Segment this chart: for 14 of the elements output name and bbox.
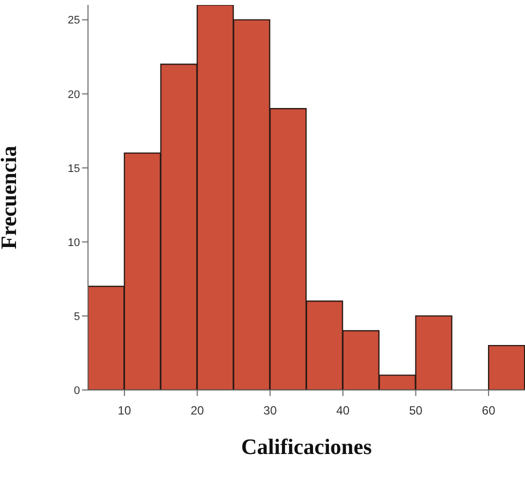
y-tick-label: 25 (68, 14, 80, 27)
y-axis-title: Frecuencia (0, 146, 21, 250)
x-tick-label: 50 (409, 404, 423, 418)
x-tick-label: 20 (190, 404, 204, 418)
y-tick-label: 5 (74, 310, 80, 323)
y-tick-label: 20 (68, 88, 80, 101)
y-tick-label: 10 (68, 236, 80, 249)
y-tick-label: 15 (68, 162, 80, 175)
x-tick-label: 30 (263, 404, 278, 418)
x-tick-label: 40 (336, 404, 350, 418)
x-tick-label: 60 (482, 404, 496, 418)
x-tick-label: 10 (118, 404, 132, 418)
y-tick-label: 0 (74, 384, 80, 397)
x-axis-title: Calificaciones (241, 434, 372, 459)
